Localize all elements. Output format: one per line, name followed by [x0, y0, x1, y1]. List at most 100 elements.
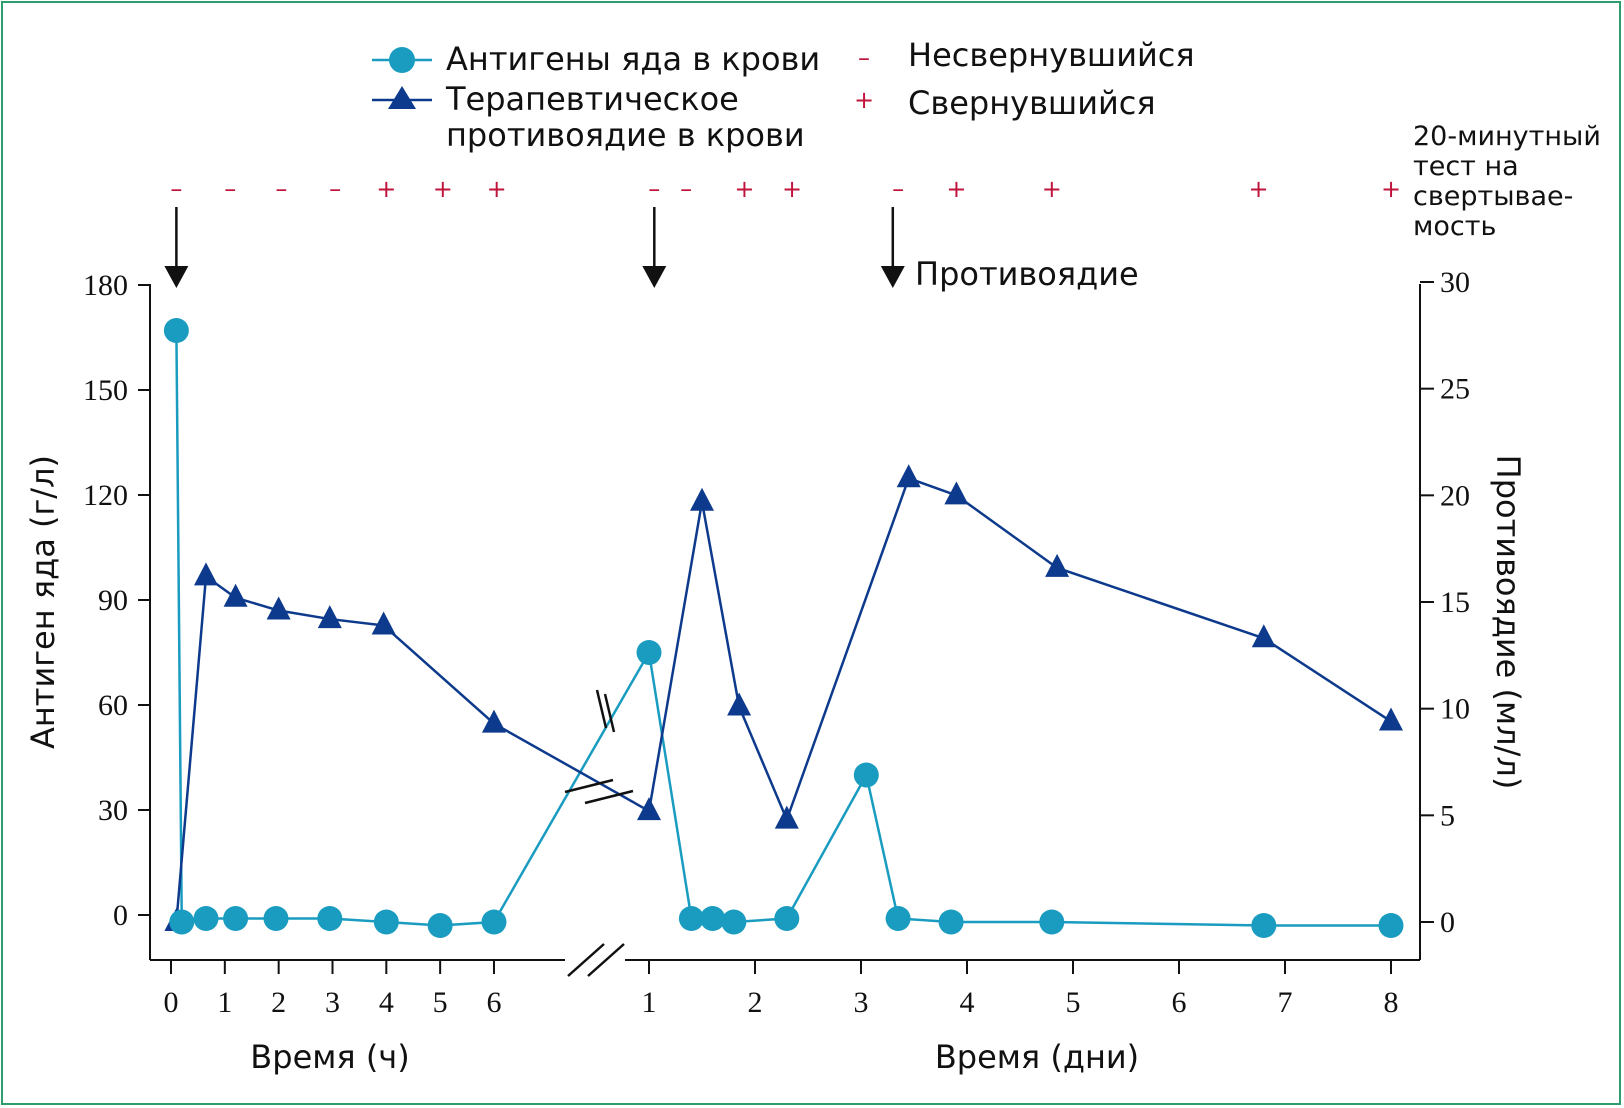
- legend-plus-label: Свернувшийся: [908, 84, 1156, 122]
- antigen-point: [678, 906, 704, 931]
- antidote-point: [637, 797, 661, 821]
- x-days-tick-label: 5: [1066, 986, 1081, 1019]
- series-break-mark: [595, 689, 608, 729]
- antidote-point: [481, 709, 506, 733]
- y-left-tick-label: 90: [98, 584, 128, 617]
- clot-test-mark: +: [946, 175, 966, 203]
- x-axis-break-mark: [587, 943, 625, 977]
- x-days-tick-label: 7: [1278, 986, 1293, 1019]
- clot-test-mark: –: [892, 175, 904, 203]
- antigen-point: [721, 909, 747, 935]
- legend-antigen-label: Антигены яда в крови: [446, 40, 820, 78]
- x-days-tick-label: 4: [960, 986, 975, 1019]
- x-hours-tick-label: 2: [271, 986, 286, 1019]
- series-break-mark: [564, 778, 614, 794]
- clot-test-mark: +: [1381, 175, 1401, 203]
- antigen-point: [636, 640, 662, 665]
- clot-test-mark: –: [224, 175, 236, 203]
- y-right-tick-label: 20: [1440, 479, 1470, 512]
- series-break-mark: [584, 789, 634, 805]
- antigen-point: [481, 909, 507, 935]
- antigen-point: [223, 906, 249, 931]
- antidote-point: [1379, 707, 1403, 731]
- clot-test-mark: –: [170, 175, 182, 203]
- x-hours-tick-label: 6: [486, 986, 501, 1019]
- clot-test-label-line-4: мость: [1413, 211, 1496, 242]
- x-hours-tick-label: 3: [325, 986, 340, 1019]
- antigen-point: [317, 906, 343, 931]
- clot-test-mark: –: [329, 175, 341, 203]
- series-antigen-line: [175, 330, 1391, 927]
- antidote-point: [1045, 553, 1070, 577]
- clot-test-label-line-1: 20-минутный: [1413, 121, 1601, 152]
- y-left-tick-label: 120: [83, 479, 128, 512]
- clot-test-label: 20-минутный тест на свертывае- мость: [1413, 121, 1601, 242]
- x-days-tick-label: 2: [748, 986, 763, 1019]
- y-axis-right-title: Противоядие (мл/л): [1489, 455, 1527, 790]
- antigen-point: [1251, 913, 1277, 938]
- series-break-mark: [603, 693, 616, 733]
- x-axis-hours-title: Время (ч): [250, 1038, 409, 1076]
- antidote-point: [193, 562, 218, 586]
- antidote-annotation: Противоядие: [915, 255, 1139, 293]
- x-days-tick-label: 1: [642, 986, 657, 1019]
- clot-test-mark: +: [376, 175, 396, 203]
- plot-area: – – – – + + + – – + + – + + + +: [163, 175, 1404, 938]
- clot-test-mark: +: [1248, 175, 1268, 203]
- x-hours-tick-label: 4: [379, 986, 394, 1019]
- antidote-point: [774, 805, 799, 829]
- x-hours-tick-label: 0: [164, 986, 179, 1019]
- y-left-tick-label: 150: [83, 374, 128, 407]
- y-right-tick-label: 0: [1440, 906, 1455, 939]
- legend: Антигены яда в крови Терапевтическое про…: [372, 36, 1195, 154]
- legend-minus-label: Несвернувшийся: [908, 36, 1195, 74]
- y-right-tick-label: 10: [1440, 693, 1470, 726]
- antigen-point: [700, 906, 726, 931]
- antigen-point: [938, 909, 964, 935]
- axes: 180 150 120 90 60 30 0 30 25 20 15 10 5 0 0 1 2 3 4 5 6 1 2 3 4 5…: [83, 266, 1470, 1019]
- y-right-tick-label: 30: [1440, 266, 1470, 299]
- clot-test-mark: –: [680, 175, 692, 203]
- antigen-point: [853, 762, 879, 788]
- antidote-point: [371, 611, 396, 635]
- antidote-dose-arrowhead: [642, 266, 667, 288]
- legend-plus-symbol: +: [854, 86, 874, 114]
- legend-antidote-label-2: противоядие в крови: [446, 116, 805, 154]
- x-axis-days-title: Время (дни): [935, 1038, 1139, 1076]
- antigen-point: [193, 906, 219, 931]
- antigen-point: [427, 913, 453, 938]
- y-left-tick-label: 0: [113, 899, 128, 932]
- series-antidote-line: [175, 476, 1392, 923]
- antigen-point: [885, 906, 911, 931]
- y-left-tick-label: 30: [98, 794, 128, 827]
- y-right-tick-label: 25: [1440, 373, 1470, 406]
- antidote-point: [944, 481, 969, 505]
- legend-antigen-marker: [389, 47, 415, 73]
- antigen-point: [163, 318, 189, 343]
- y-left-tick-label: 60: [98, 689, 128, 722]
- x-axis-break-mark: [567, 943, 605, 977]
- clot-test-mark: +: [487, 175, 507, 203]
- antidote-point: [1251, 624, 1276, 648]
- antigen-point: [1039, 909, 1065, 935]
- clot-test-mark: +: [1042, 175, 1062, 203]
- legend-minus-symbol: –: [858, 44, 870, 72]
- x-days-tick-label: 6: [1172, 986, 1187, 1019]
- antigen-point: [373, 909, 399, 935]
- y-axis-left-title: Антиген яда (г/л): [24, 455, 62, 749]
- clot-test-mark: –: [648, 175, 660, 203]
- clot-test-mark: +: [433, 175, 453, 203]
- y-right-tick-label: 15: [1440, 586, 1470, 619]
- legend-antidote-marker: [388, 86, 416, 109]
- x-hours-tick-label: 5: [433, 986, 448, 1019]
- antidote-dose-arrowhead: [164, 266, 189, 288]
- antigen-point: [1378, 913, 1404, 938]
- clot-test-mark: +: [734, 175, 754, 203]
- y-left-tick-label: 180: [83, 269, 128, 302]
- clot-test-label-line-2: тест на: [1413, 151, 1519, 182]
- antidote-point: [266, 596, 291, 620]
- clot-test-mark: +: [782, 175, 802, 203]
- antigen-point: [263, 906, 289, 931]
- x-hours-tick-label: 1: [217, 986, 232, 1019]
